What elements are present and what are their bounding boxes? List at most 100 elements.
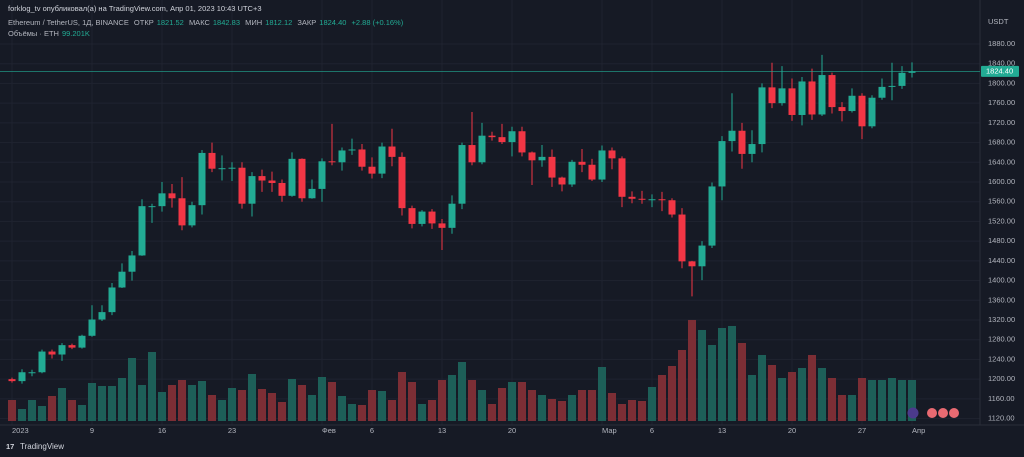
candle-body — [348, 149, 356, 151]
candle-body — [908, 71, 916, 73]
candle-body — [418, 211, 426, 224]
candle-body — [208, 152, 216, 169]
candle-body — [98, 312, 106, 320]
candle-body — [578, 161, 586, 165]
candle-body — [528, 152, 536, 161]
y-tick-label: 1640.00 — [988, 157, 1015, 166]
volume-bar — [658, 374, 666, 421]
volume-bar — [698, 329, 706, 421]
volume-bar — [518, 381, 526, 421]
volume-bar — [688, 319, 696, 421]
volume-bar — [778, 377, 786, 421]
candle-body — [568, 161, 576, 185]
volume-bar — [558, 400, 566, 421]
x-tick-label: 2023 — [12, 426, 29, 435]
candle-body — [268, 180, 276, 183]
candle-body — [188, 205, 196, 226]
volume-bar — [768, 364, 776, 421]
volume-bar — [188, 384, 196, 421]
volume-bar — [648, 386, 656, 421]
volume-bar — [198, 380, 206, 421]
candle-body — [48, 351, 56, 355]
candle-body — [338, 150, 346, 163]
x-tick-label: 13 — [718, 426, 726, 435]
candle-body — [548, 156, 556, 178]
volume-bar — [528, 389, 536, 421]
legend: Ethereum / TetherUS, 1Д, BINANCE ОТКР 182… — [8, 18, 406, 27]
y-tick-label: 1600.00 — [988, 177, 1015, 186]
volume-bar — [168, 384, 176, 421]
volume-bar — [418, 403, 426, 421]
candle-body — [8, 379, 16, 382]
candle-body — [698, 245, 706, 267]
volume-bar — [398, 371, 406, 421]
volume-bar — [878, 379, 886, 421]
x-tick-label: 20 — [788, 426, 796, 435]
volume-bar — [468, 379, 476, 421]
currency: USDT — [988, 17, 1009, 26]
y-tick-label: 1520.00 — [988, 216, 1015, 225]
volume-bar — [178, 379, 186, 421]
candle-body — [768, 87, 776, 104]
ohlc-value: 1842.83 — [212, 18, 241, 27]
candle-body — [478, 135, 486, 163]
volume-bar — [568, 394, 576, 421]
candle-body — [778, 88, 786, 104]
volume-bar — [808, 354, 816, 421]
volume-bar — [258, 388, 266, 421]
ohlc-value: 1812.12 — [265, 18, 293, 27]
candle-body — [628, 196, 636, 199]
volume-bar — [318, 376, 326, 421]
candle-body — [238, 167, 246, 204]
candle-body — [878, 86, 886, 98]
candle-body — [868, 97, 876, 127]
candle-body — [168, 193, 176, 199]
volume-bar — [388, 399, 396, 421]
x-tick-label: 6 — [650, 426, 654, 435]
volume-bar — [548, 398, 556, 421]
candle-body — [288, 158, 296, 196]
volume-bar — [488, 403, 496, 421]
volume-bar — [98, 385, 106, 421]
x-tick-label: 9 — [90, 426, 94, 435]
volume-name: Объёмы · ETH — [8, 29, 59, 38]
candle-body — [78, 335, 86, 348]
candle-body — [648, 199, 656, 201]
candle-body — [588, 164, 596, 180]
volume-bar — [228, 387, 236, 421]
y-tick-label: 1240.00 — [988, 354, 1015, 363]
y-tick-label: 1480.00 — [988, 236, 1015, 245]
candle-body — [118, 271, 126, 288]
event-icon — [927, 408, 937, 418]
candle-body — [108, 287, 116, 313]
candle-body — [758, 87, 766, 145]
volume-bar — [8, 399, 16, 421]
ohlc-key: МАКС — [188, 18, 210, 27]
volume-bar — [788, 371, 796, 421]
candle-body — [408, 208, 416, 224]
last-price-box — [981, 65, 1019, 77]
candle-body — [438, 223, 446, 228]
x-tick-label: 23 — [228, 426, 236, 435]
candle-body — [138, 206, 146, 256]
y-tick-label: 1280.00 — [988, 335, 1015, 344]
volume-bar — [618, 403, 626, 421]
volume-bar — [748, 374, 756, 421]
volume-bar — [348, 403, 356, 421]
candle-body — [488, 135, 496, 138]
volume-bar — [158, 391, 166, 421]
volume-bar — [798, 367, 806, 421]
volume-bar — [218, 399, 226, 421]
publisher: forklog_tv опубликовал(а) на TradingView… — [8, 4, 262, 13]
volume-bar — [708, 344, 716, 421]
volume-bar — [498, 387, 506, 421]
candle-body — [598, 150, 606, 180]
volume-bar — [328, 381, 336, 421]
volume-bar — [148, 351, 156, 421]
volume-bar — [608, 392, 616, 421]
candle-body — [738, 130, 746, 154]
volume-bar — [118, 377, 126, 421]
y-tick-label: 1200.00 — [988, 374, 1015, 383]
volume-bar — [628, 399, 636, 421]
